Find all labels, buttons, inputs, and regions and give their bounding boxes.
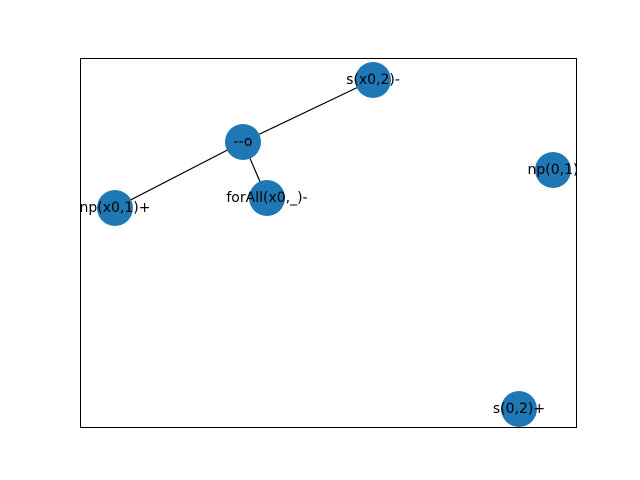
node-circle <box>535 152 571 188</box>
plot-area: s(x0,2)- --o forAll(x0,_)- np(x0,1)+ np(0,1)… <box>80 62 579 427</box>
node-circle <box>355 62 391 98</box>
node-circle <box>501 391 537 427</box>
node-s_0_2_plus <box>501 391 537 427</box>
plot-frame <box>80 58 577 428</box>
node-label-s_x0_2_minus: s(x0,2)- <box>346 72 400 88</box>
node-label-np_x0_1_plus: np(x0,1)+ <box>80 200 151 216</box>
node-np_0_1 <box>535 152 571 188</box>
node-forall <box>249 180 285 216</box>
node-circle <box>249 180 285 216</box>
node-dash_o <box>225 124 261 160</box>
node-label-s_0_2_plus: s(0,2)+ <box>493 401 545 417</box>
edge-dash_o-s_x0_2_minus <box>242 79 374 143</box>
node-label-forall: forAll(x0,_)- <box>226 190 307 206</box>
node-s_x0_2_minus <box>355 62 391 98</box>
node-circle <box>97 190 133 226</box>
node-np_x0_1_plus <box>97 190 133 226</box>
node-circle <box>225 124 261 160</box>
nodes-layer: s(x0,2)- --o forAll(x0,_)- np(x0,1)+ np(0,1)… <box>80 62 579 427</box>
edge-dash_o-np_x0_1_plus <box>114 141 244 209</box>
node-label-np_0_1: np(0,1) <box>528 162 579 178</box>
node-label-dash_o: --o <box>234 134 253 150</box>
